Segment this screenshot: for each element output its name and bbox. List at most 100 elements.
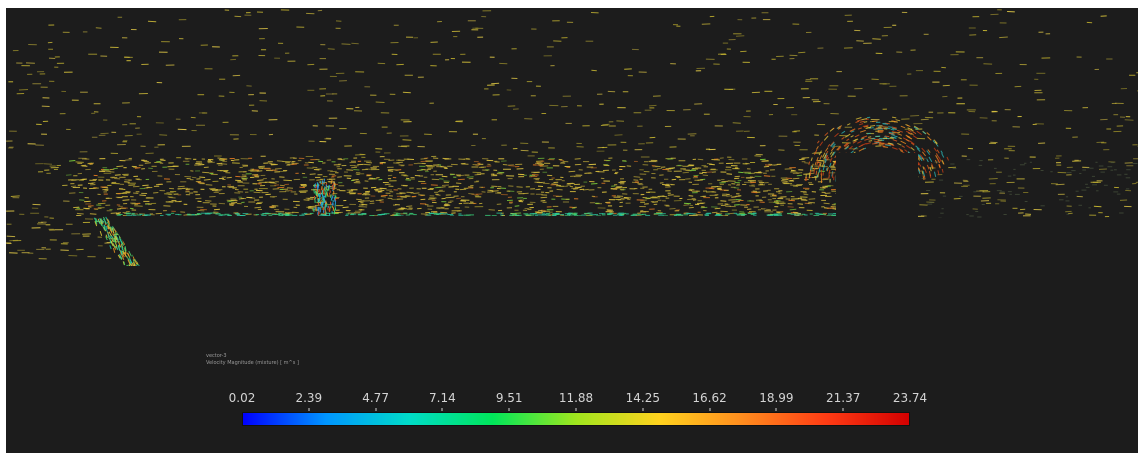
velocity-arrow [861, 135, 868, 139]
velocity-arrow [127, 259, 131, 264]
velocity-arrow [10, 195, 20, 197]
velocity-arrow [749, 185, 756, 187]
velocity-arrow [332, 203, 334, 206]
velocity-arrow [831, 143, 836, 148]
velocity-arrow [928, 156, 933, 163]
velocity-arrow [358, 206, 368, 208]
velocity-arrow [324, 203, 326, 209]
velocity-arrow [863, 121, 868, 123]
velocity-arrow [901, 145, 905, 148]
velocity-arrow [202, 171, 210, 174]
velocity-arrow [829, 162, 832, 168]
velocity-arrow [826, 156, 830, 161]
velocity-arrow [928, 170, 932, 177]
velocity-arrow [888, 142, 893, 145]
velocity-arrow [828, 169, 831, 175]
velocity-arrow [99, 230, 103, 236]
velocity-arrow [909, 140, 915, 145]
velocity-arrow [128, 250, 132, 257]
velocity-arrow [763, 175, 771, 177]
velocity-arrow [702, 174, 709, 176]
velocity-arrow [824, 159, 828, 164]
velocity-arrow [142, 184, 149, 187]
velocity-arrow [366, 161, 373, 164]
velocity-arrow [817, 172, 819, 178]
velocity-arrow [906, 144, 911, 149]
velocity-arrow [1124, 119, 1134, 121]
velocity-arrow [860, 138, 864, 141]
velocity-arrow [127, 252, 130, 257]
velocity-arrow [238, 198, 244, 200]
velocity-arrow [866, 116, 871, 119]
velocity-arrow [314, 183, 316, 189]
velocity-arrow [118, 188, 126, 190]
velocity-arrow [70, 185, 77, 187]
velocity-arrow [832, 151, 836, 156]
velocity-arrow [97, 219, 101, 224]
velocity-arrow [314, 206, 316, 210]
velocity-arrow [144, 162, 151, 164]
hull-body [6, 153, 1138, 453]
velocity-arrow [926, 164, 930, 170]
velocity-arrow [614, 187, 622, 189]
velocity-arrow [254, 206, 262, 209]
velocity-arrow [323, 188, 326, 191]
velocity-arrow [308, 161, 314, 164]
colorbar-tick-label: 9.51 [495, 391, 523, 405]
velocity-arrow [129, 257, 132, 264]
velocity-arrow [790, 184, 797, 186]
velocity-arrow [205, 184, 213, 186]
velocity-arrow [885, 144, 891, 147]
velocity-arrow [114, 232, 118, 236]
colorbar-tick-label: 21.37 [826, 391, 861, 405]
velocity-arrow [322, 197, 325, 202]
velocity-arrow [897, 133, 903, 136]
velocity-arrow [884, 135, 890, 138]
velocity-arrow [683, 204, 690, 206]
velocity-arrow [102, 216, 106, 221]
colorbar-tick-label: 4.77 [362, 391, 389, 405]
velocity-arrow [299, 186, 306, 189]
velocity-arrow [346, 169, 354, 171]
velocity-arrow [341, 43, 351, 45]
graphics-viewport[interactable]: vector-3 Velocity Magnitude (mixture) [ … [6, 8, 1138, 453]
velocity-arrow [95, 217, 98, 223]
velocity-arrow [843, 142, 849, 147]
velocity-arrow [907, 129, 912, 132]
velocity-arrow [330, 205, 332, 209]
velocity-arrow [270, 182, 277, 184]
velocity-arrow [751, 191, 758, 194]
velocity-arrow [113, 247, 116, 253]
velocity-arrow [633, 176, 641, 178]
velocity-arrow [910, 142, 915, 146]
velocity-arrow [789, 208, 797, 211]
velocity-arrow [107, 224, 110, 229]
velocity-arrow [683, 202, 691, 205]
velocity-arrow [824, 192, 831, 194]
velocity-arrow [318, 197, 321, 202]
velocity-arrow [441, 175, 448, 178]
velocity-arrow [317, 206, 320, 212]
velocity-arrow [827, 143, 831, 148]
velocity-arrow [117, 254, 121, 259]
velocity-arrow [855, 120, 860, 123]
velocity-arrow [697, 158, 704, 161]
velocity-arrow [497, 171, 504, 174]
velocity-arrow [375, 188, 383, 190]
velocity-arrow [822, 177, 829, 180]
velocity-arrow [910, 147, 915, 151]
velocity-arrow [895, 119, 901, 122]
velocity-arrow [934, 141, 938, 145]
velocity-arrow [600, 124, 609, 126]
velocity-arrow [122, 199, 130, 201]
velocity-arrow [112, 233, 116, 238]
velocity-arrow [491, 190, 499, 192]
velocity-arrow [76, 212, 84, 215]
velocity-arrow [111, 176, 118, 179]
velocity-arrow [935, 153, 940, 158]
velocity-arrow [999, 36, 1008, 39]
velocity-arrow [318, 193, 321, 198]
velocity-arrow [815, 170, 818, 175]
velocity-arrow [831, 146, 835, 152]
velocity-arrow [907, 127, 913, 131]
